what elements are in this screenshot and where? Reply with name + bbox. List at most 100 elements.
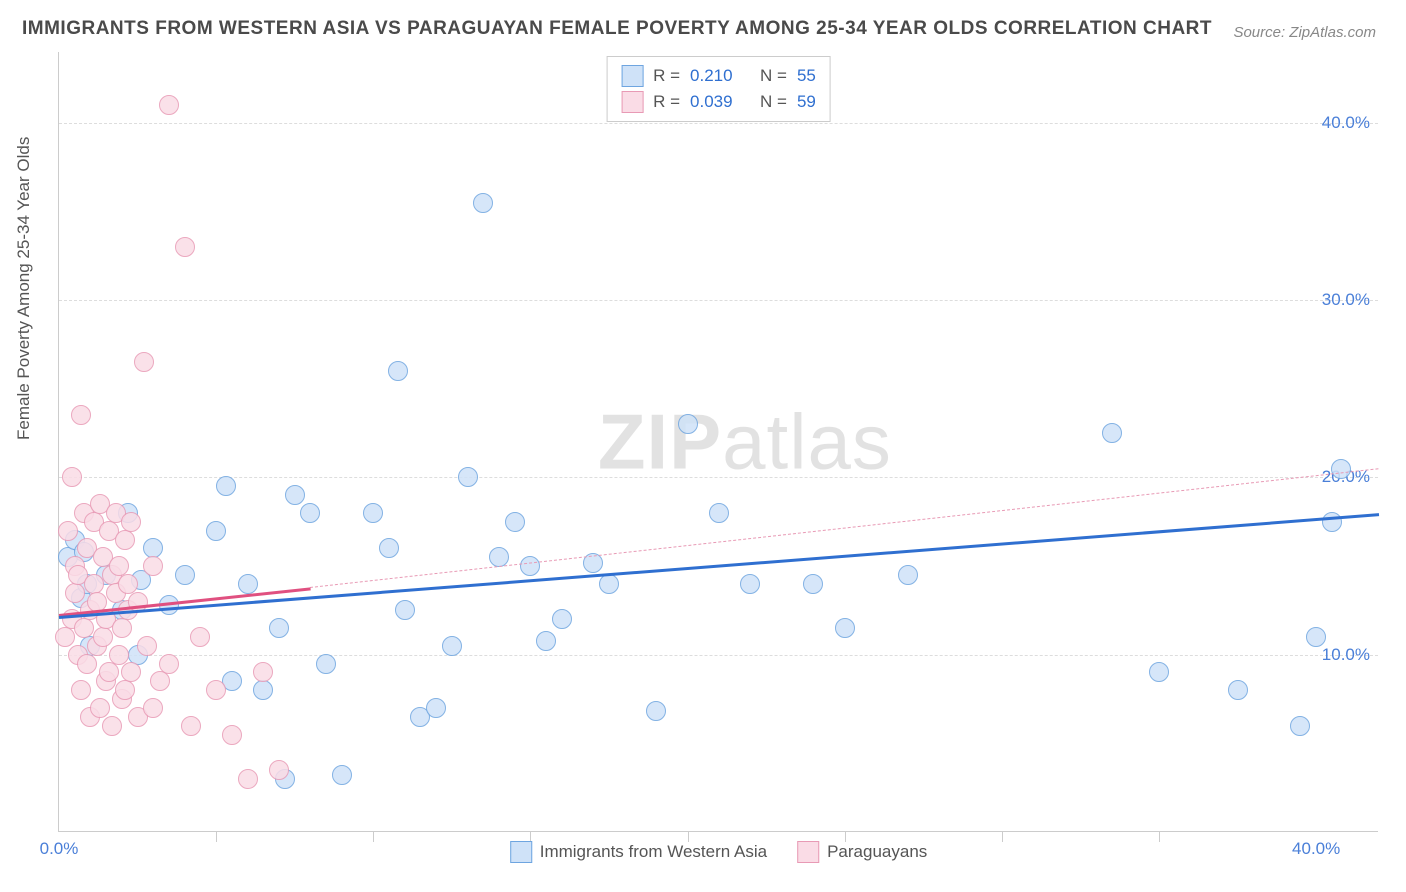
data-point	[520, 556, 540, 576]
x-tick-max: 40.0%	[1292, 839, 1340, 859]
data-point	[99, 662, 119, 682]
data-point	[803, 574, 823, 594]
gridline-vertical	[1002, 832, 1003, 842]
legend-n-label: N =	[760, 92, 787, 112]
data-point	[1331, 459, 1351, 479]
data-point	[93, 627, 113, 647]
legend-r-value: 0.210	[690, 66, 750, 86]
legend-n-value: 59	[797, 92, 816, 112]
watermark: ZIPatlas	[598, 396, 892, 487]
y-axis-label: Female Poverty Among 25-34 Year Olds	[14, 137, 34, 440]
data-point	[121, 512, 141, 532]
source-text: Source: ZipAtlas.com	[1233, 24, 1376, 41]
data-point	[55, 627, 75, 647]
trend-line	[59, 513, 1379, 619]
y-tick-label: 30.0%	[1322, 290, 1370, 310]
legend-series: Immigrants from Western Asia Paraguayans	[510, 841, 928, 863]
legend-row: R = 0.039 N = 59	[621, 89, 816, 115]
data-point	[379, 538, 399, 558]
data-point	[442, 636, 462, 656]
plot-area: ZIPatlas 10.0%20.0%30.0%40.0%0.0%40.0%R …	[58, 52, 1378, 832]
legend-series-item: Paraguayans	[797, 841, 927, 863]
data-point	[74, 618, 94, 638]
data-point	[175, 237, 195, 257]
chart-title: IMMIGRANTS FROM WESTERN ASIA VS PARAGUAY…	[22, 18, 1212, 40]
data-point	[1306, 627, 1326, 647]
gridline-vertical	[216, 832, 217, 842]
data-point	[159, 654, 179, 674]
data-point	[740, 574, 760, 594]
gridline-vertical	[373, 832, 374, 842]
data-point	[159, 95, 179, 115]
data-point	[253, 662, 273, 682]
data-point	[426, 698, 446, 718]
data-point	[536, 631, 556, 651]
data-point	[222, 725, 242, 745]
data-point	[898, 565, 918, 585]
data-point	[395, 600, 415, 620]
legend-series-label: Paraguayans	[827, 842, 927, 862]
legend-r-value: 0.039	[690, 92, 750, 112]
gridline-horizontal	[59, 300, 1378, 301]
data-point	[62, 467, 82, 487]
watermark-atlas: atlas	[722, 397, 892, 485]
legend-swatch	[510, 841, 532, 863]
data-point	[1228, 680, 1248, 700]
data-point	[473, 193, 493, 213]
data-point	[678, 414, 698, 434]
data-point	[216, 476, 236, 496]
data-point	[552, 609, 572, 629]
gridline-horizontal	[59, 477, 1378, 478]
data-point	[206, 680, 226, 700]
data-point	[300, 503, 320, 523]
data-point	[1290, 716, 1310, 736]
data-point	[115, 530, 135, 550]
data-point	[121, 662, 141, 682]
data-point	[709, 503, 729, 523]
data-point	[285, 485, 305, 505]
data-point	[143, 556, 163, 576]
legend-n-value: 55	[797, 66, 816, 86]
data-point	[388, 361, 408, 381]
data-point	[190, 627, 210, 647]
legend-series-label: Immigrants from Western Asia	[540, 842, 767, 862]
data-point	[137, 636, 157, 656]
data-point	[332, 765, 352, 785]
data-point	[134, 352, 154, 372]
data-point	[58, 521, 78, 541]
gridline-horizontal	[59, 655, 1378, 656]
data-point	[646, 701, 666, 721]
data-point	[71, 405, 91, 425]
data-point	[175, 565, 195, 585]
data-point	[77, 654, 97, 674]
legend-correlation: R = 0.210 N = 55 R = 0.039 N = 59	[606, 56, 831, 122]
data-point	[112, 618, 132, 638]
data-point	[1322, 512, 1342, 532]
data-point	[150, 671, 170, 691]
legend-row: R = 0.210 N = 55	[621, 63, 816, 89]
gridline-horizontal	[59, 123, 1378, 124]
legend-swatch	[797, 841, 819, 863]
data-point	[238, 574, 258, 594]
data-point	[238, 769, 258, 789]
chart-container: IMMIGRANTS FROM WESTERN ASIA VS PARAGUAY…	[0, 0, 1406, 892]
legend-n-label: N =	[760, 66, 787, 86]
gridline-vertical	[1159, 832, 1160, 842]
data-point	[269, 618, 289, 638]
data-point	[65, 583, 85, 603]
data-point	[835, 618, 855, 638]
data-point	[115, 680, 135, 700]
data-point	[269, 760, 289, 780]
data-point	[599, 574, 619, 594]
legend-r-label: R =	[653, 92, 680, 112]
watermark-zip: ZIP	[598, 397, 722, 485]
data-point	[458, 467, 478, 487]
legend-series-item: Immigrants from Western Asia	[510, 841, 767, 863]
legend-r-label: R =	[653, 66, 680, 86]
y-tick-label: 40.0%	[1322, 113, 1370, 133]
data-point	[143, 698, 163, 718]
data-point	[505, 512, 525, 532]
data-point	[253, 680, 273, 700]
data-point	[206, 521, 226, 541]
data-point	[109, 645, 129, 665]
